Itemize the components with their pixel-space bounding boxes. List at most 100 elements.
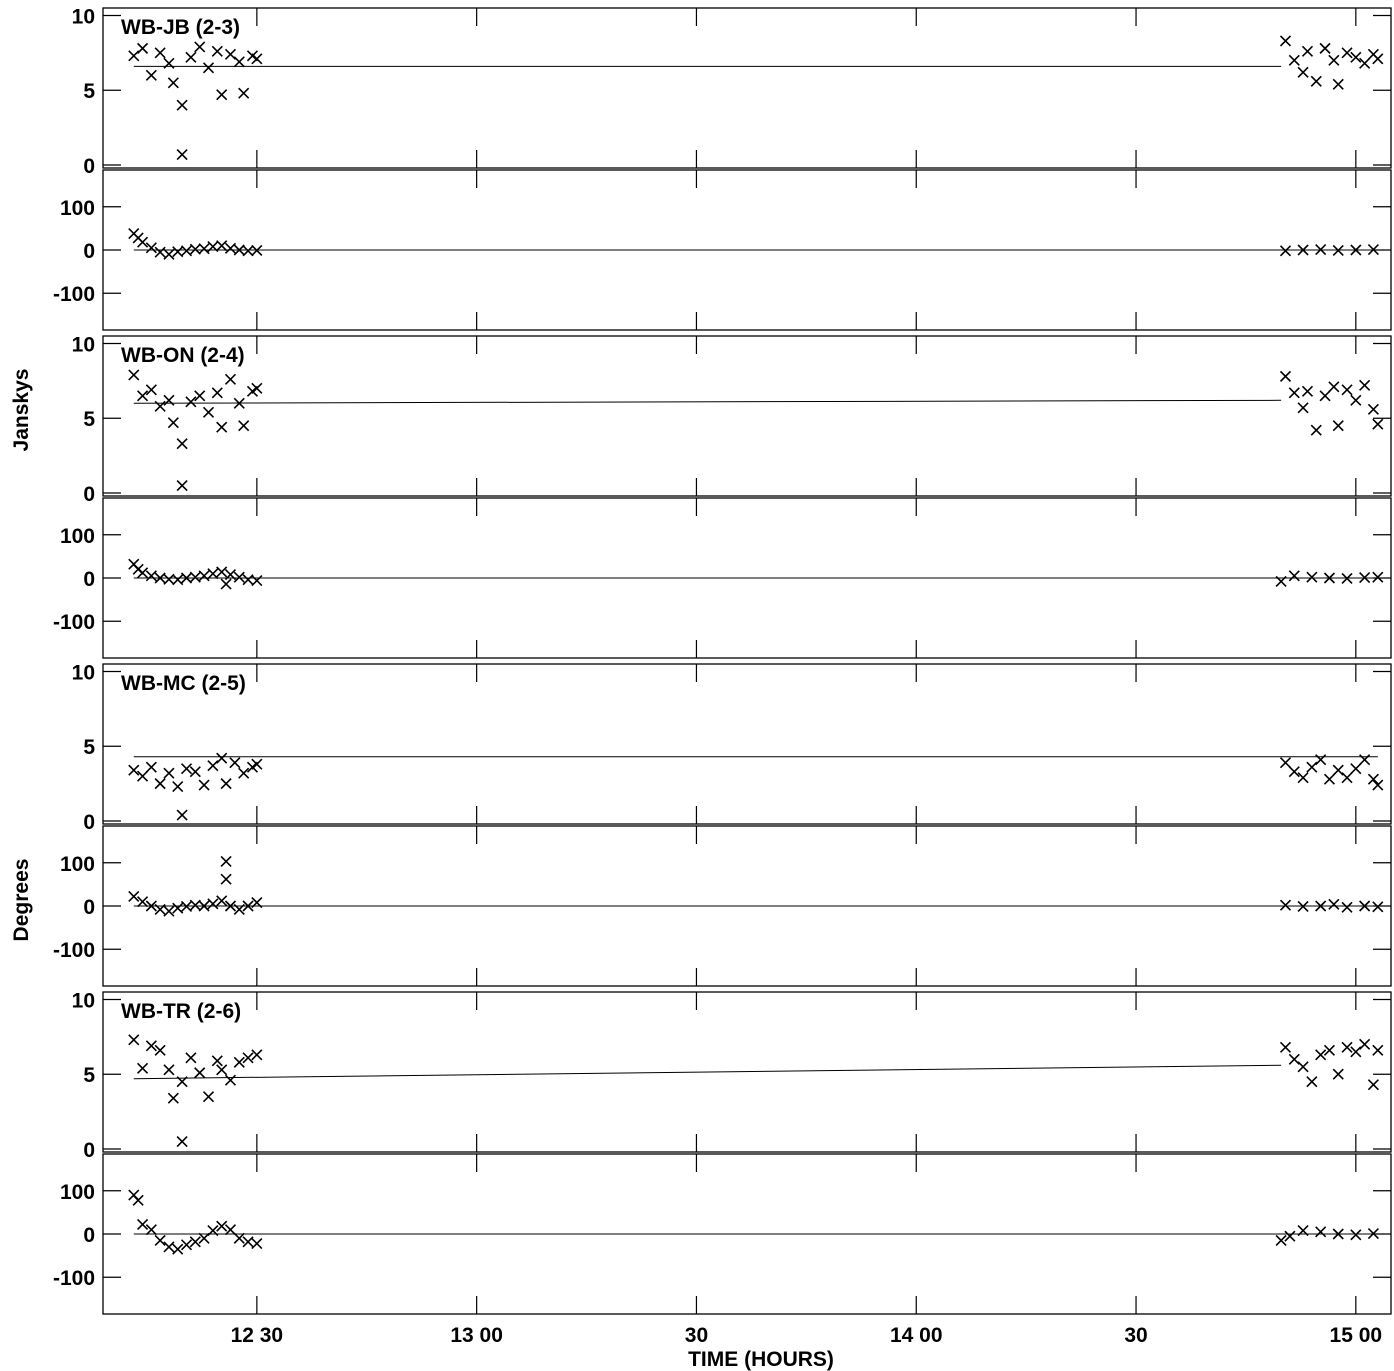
amplitude-point	[1372, 779, 1384, 791]
amp-y-tick-label: 10	[72, 989, 95, 1012]
amplitude-point	[216, 752, 228, 764]
amplitude-point	[1323, 773, 1336, 785]
phase-point	[207, 568, 219, 580]
amp-y-tick-label: 0	[83, 811, 95, 834]
phase-y-tick-label: 100	[60, 1181, 95, 1204]
amplitude-point	[136, 390, 149, 402]
phase-point	[1359, 900, 1371, 912]
phase-point	[163, 248, 175, 260]
amplitude-point	[1359, 379, 1371, 391]
phase-point	[1279, 899, 1292, 911]
phase-point	[220, 873, 232, 885]
amplitude-point	[185, 1052, 197, 1064]
phase-point	[136, 236, 149, 248]
amplitude-point	[211, 1055, 223, 1067]
phase-point	[220, 855, 232, 868]
amplitude-point	[224, 1074, 237, 1086]
amplitude-point	[1288, 387, 1300, 399]
amplitude-point	[242, 1052, 254, 1064]
phase-point	[136, 1218, 149, 1231]
amplitude-model-line	[133, 399, 1282, 404]
phase-point	[207, 1224, 219, 1237]
amplitude-point	[1332, 78, 1344, 90]
amp-y-tick-label: 0	[83, 1139, 95, 1162]
amplitude-point	[1328, 54, 1340, 66]
phase-point	[128, 890, 140, 903]
phase-y-tick-label: 100	[60, 197, 95, 220]
time-tick-label: 15 00	[1330, 1324, 1383, 1347]
amplitude-point	[1332, 420, 1344, 432]
phase-point	[207, 240, 219, 253]
amplitude-point	[194, 41, 206, 53]
phase-point	[242, 1236, 254, 1248]
amplitude-point	[202, 1091, 215, 1103]
amplitude-point	[1279, 35, 1292, 47]
phase-y-tick-label: -100	[53, 611, 95, 634]
amplitude-point	[154, 1044, 166, 1056]
phase-point	[216, 895, 228, 907]
phase-point	[145, 900, 157, 912]
phase-point	[1297, 900, 1309, 912]
phase-point	[189, 1236, 201, 1248]
amplitude-point	[251, 758, 263, 770]
amplitude-point	[238, 420, 250, 432]
phase-point	[1275, 575, 1287, 588]
time-tick-label: 13 00	[450, 1324, 503, 1347]
amplitude-point	[1350, 763, 1362, 775]
amplitude-point	[1315, 1049, 1327, 1061]
amplitude-point	[176, 438, 188, 450]
amplitude-point	[136, 770, 149, 782]
phase-point	[180, 900, 193, 912]
phase-point	[172, 246, 184, 258]
amplitude-point	[163, 57, 175, 69]
phase-point	[1297, 1224, 1309, 1237]
amplitude-point	[154, 400, 166, 412]
amplitude-point	[189, 766, 201, 778]
amplitude-point	[1319, 390, 1331, 402]
phase-point	[172, 902, 184, 914]
amplitude-point	[167, 1092, 179, 1104]
amplitude-point	[194, 1067, 206, 1079]
phase-point	[1315, 900, 1327, 912]
amplitude-point	[1359, 57, 1371, 69]
phase-point	[1306, 571, 1318, 583]
amplitude-point	[198, 779, 210, 791]
phase-point	[180, 572, 193, 584]
amplitude-point	[233, 56, 245, 68]
phase-point	[233, 1232, 245, 1244]
phase-point	[233, 244, 245, 256]
phase-point	[145, 1224, 157, 1236]
amplitude-point	[1341, 1041, 1353, 1053]
baseline-block-4: 0 5 10 100 0 -100 WB-TR (2-6)	[53, 989, 1392, 1315]
amplitude-point	[233, 397, 245, 409]
amplitude-point	[128, 50, 140, 62]
amplitude-point	[1350, 51, 1362, 63]
amplitude-point	[1367, 773, 1379, 785]
amplitude-panel-frame	[102, 335, 1392, 497]
phase-point	[216, 1220, 228, 1232]
phase-point	[163, 573, 175, 585]
phase-point	[224, 1224, 237, 1236]
phase-point	[207, 898, 219, 910]
amplitude-point	[1350, 1046, 1362, 1058]
amplitude-point	[216, 421, 228, 433]
amplitude-point	[1306, 761, 1318, 773]
phase-y-tick-label: 0	[83, 240, 95, 263]
amplitude-point	[1350, 394, 1362, 406]
phase-point	[242, 900, 254, 912]
phase-point	[1275, 1234, 1287, 1247]
phase-point	[1315, 1226, 1327, 1238]
phase-y-tick-label: -100	[53, 939, 95, 962]
phase-point	[1288, 570, 1300, 582]
amplitude-point	[145, 69, 157, 81]
time-tick-label: 12 30	[231, 1324, 284, 1347]
baseline-label: WB-ON (2-4)	[121, 344, 245, 367]
amplitude-point	[1372, 1044, 1384, 1056]
phase-point	[145, 242, 157, 254]
phase-point	[251, 896, 263, 909]
amplitude-point	[224, 373, 237, 385]
phase-point	[172, 1243, 184, 1255]
amplitude-point	[163, 394, 175, 406]
amplitude-point	[211, 387, 223, 399]
amplitude-point	[1279, 370, 1292, 382]
